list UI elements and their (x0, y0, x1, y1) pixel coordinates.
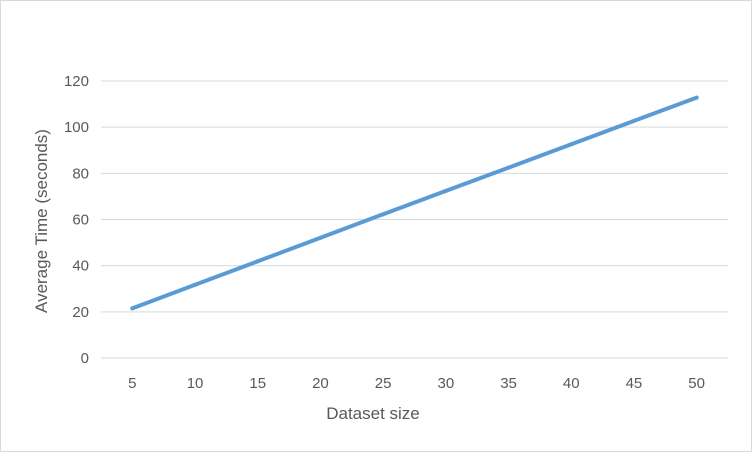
x-tick-label: 20 (312, 375, 329, 392)
data-point (255, 259, 260, 264)
y-axis-title: Average Time (seconds) (32, 129, 51, 313)
data-point (318, 235, 323, 240)
x-axis-title: Dataset size (326, 404, 420, 423)
data-point (381, 212, 386, 217)
data-point (569, 142, 574, 147)
data-point (130, 306, 135, 311)
x-tick-label: 50 (688, 375, 705, 392)
y-tick-label: 40 (72, 258, 89, 275)
x-tick-label: 10 (187, 375, 204, 392)
data-point (443, 188, 448, 193)
y-axis-ticks: 0 20 40 60 80 100 120 (64, 73, 89, 367)
data-point (631, 118, 636, 123)
x-tick-label: 15 (249, 375, 266, 392)
x-tick-label: 45 (626, 375, 643, 392)
y-tick-label: 100 (64, 119, 89, 136)
y-tick-label: 80 (72, 165, 89, 182)
x-tick-label: 25 (375, 375, 392, 392)
data-point (506, 165, 511, 170)
y-tick-label: 120 (64, 73, 89, 90)
x-tick-label: 35 (500, 375, 517, 392)
x-axis-ticks: 5 10 15 20 25 30 35 40 45 50 (128, 375, 705, 392)
y-tick-label: 0 (81, 350, 89, 367)
y-tick-label: 20 (72, 304, 89, 321)
x-tick-label: 40 (563, 375, 580, 392)
x-tick-label: 5 (128, 375, 136, 392)
x-tick-label: 30 (438, 375, 455, 392)
gridlines (101, 80, 728, 359)
series-layer (130, 95, 699, 311)
y-tick-label: 60 (72, 212, 89, 229)
series-line (130, 95, 699, 311)
data-point (193, 282, 198, 287)
data-point (694, 95, 699, 100)
